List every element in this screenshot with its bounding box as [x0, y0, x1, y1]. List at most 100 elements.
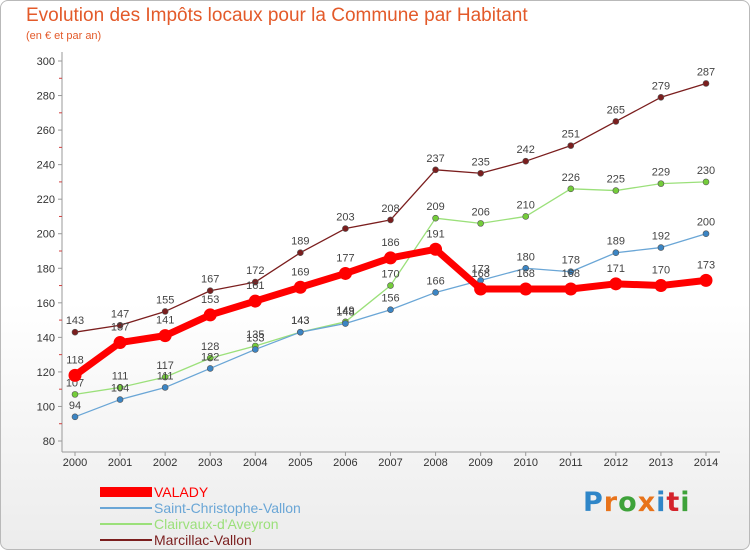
x-tick-label: 2003	[198, 457, 222, 469]
data-label-clairvaux-d-aveyron: 209	[426, 201, 444, 213]
data-label-valady: 137	[111, 322, 129, 334]
data-label-saint-christophe-vallon: 166	[426, 275, 444, 287]
point-saint-christophe-vallon	[206, 365, 214, 372]
point-valady	[609, 277, 623, 291]
point-valady	[474, 282, 488, 296]
data-label-clairvaux-d-aveyron: 230	[697, 165, 715, 177]
data-label-marcillac-vallon: 287	[697, 66, 715, 78]
proxiti-logo: Proxiti	[583, 487, 691, 518]
x-tick-label: 2010	[513, 457, 537, 469]
y-tick-label: 100	[37, 401, 55, 413]
point-clairvaux-d-aveyron	[522, 213, 530, 220]
point-clairvaux-d-aveyron	[206, 354, 214, 362]
data-label-saint-christophe-vallon: 143	[291, 315, 309, 327]
x-tick-label: 2005	[288, 457, 312, 469]
x-tick-label: 2013	[649, 457, 673, 469]
point-marcillac-vallon	[206, 287, 214, 295]
point-saint-christophe-vallon	[71, 413, 79, 421]
y-tick-label: 120	[37, 367, 55, 379]
data-label-marcillac-vallon: 155	[156, 294, 174, 306]
x-tick-label: 2014	[694, 457, 718, 469]
data-label-saint-christophe-vallon: 104	[111, 383, 129, 395]
point-valady	[384, 251, 397, 265]
data-label-marcillac-vallon: 167	[201, 274, 219, 286]
y-tick-label: 240	[37, 160, 55, 172]
data-label-valady: 168	[517, 268, 535, 280]
point-clairvaux-d-aveyron	[387, 282, 394, 289]
point-clairvaux-d-aveyron	[161, 373, 169, 381]
logo-letter: x	[637, 487, 657, 518]
data-label-valady: 168	[562, 268, 580, 280]
point-clairvaux-d-aveyron	[116, 384, 124, 391]
point-marcillac-vallon	[161, 308, 169, 315]
data-label-clairvaux-d-aveyron: 149	[336, 305, 354, 317]
x-tick-label: 2012	[604, 457, 628, 469]
data-label-clairvaux-d-aveyron: 128	[201, 341, 219, 353]
point-saint-christophe-vallon	[342, 320, 349, 327]
point-marcillac-vallon	[387, 216, 394, 224]
data-label-marcillac-vallon: 279	[652, 80, 670, 92]
data-label-saint-christophe-vallon: 122	[201, 351, 219, 363]
legend-swatch	[100, 539, 152, 541]
data-label-saint-christophe-vallon: 180	[517, 251, 535, 263]
point-saint-christophe-vallon	[297, 328, 304, 336]
legend-swatch	[100, 507, 152, 509]
point-clairvaux-d-aveyron	[702, 178, 710, 186]
logo-letter: t	[666, 487, 681, 518]
data-label-saint-christophe-vallon: 189	[607, 236, 625, 248]
logo-letter: i	[656, 487, 667, 518]
data-label-valady: 168	[471, 268, 489, 280]
legend-label: Clairvaux-d'Aveyron	[154, 516, 279, 532]
data-label-saint-christophe-vallon: 156	[381, 293, 399, 305]
data-label-valady: 170	[652, 265, 670, 277]
logo-letter: r	[603, 487, 619, 518]
y-tick-label: 180	[37, 263, 55, 275]
point-valady	[519, 282, 533, 296]
y-tick-label: 160	[37, 298, 55, 310]
x-tick-label: 2000	[63, 457, 87, 469]
point-marcillac-vallon	[71, 328, 79, 336]
data-label-marcillac-vallon: 143	[66, 315, 84, 327]
point-marcillac-vallon	[657, 93, 665, 101]
point-saint-christophe-vallon	[251, 346, 259, 353]
y-tick-label: 80	[43, 436, 55, 448]
data-label-valady: 161	[246, 280, 264, 292]
data-label-marcillac-vallon: 251	[562, 129, 580, 141]
data-label-saint-christophe-vallon: 133	[246, 332, 264, 344]
data-label-saint-christophe-vallon: 111	[157, 370, 174, 382]
point-saint-christophe-vallon	[522, 264, 530, 272]
point-clairvaux-d-aveyron	[432, 214, 439, 222]
point-saint-christophe-vallon	[387, 306, 394, 314]
y-tick-label: 200	[37, 229, 55, 241]
data-label-valady: 118	[66, 354, 84, 366]
data-label-clairvaux-d-aveyron: 225	[607, 174, 625, 186]
y-tick-label: 140	[37, 332, 55, 344]
point-saint-christophe-vallon	[657, 244, 665, 251]
point-marcillac-vallon	[297, 249, 304, 257]
point-clairvaux-d-aveyron	[612, 187, 620, 194]
data-label-marcillac-vallon: 235	[471, 156, 489, 168]
point-marcillac-vallon	[522, 157, 530, 165]
data-label-valady: 153	[201, 294, 219, 306]
data-label-valady: 171	[607, 263, 625, 275]
data-label-saint-christophe-vallon: 94	[69, 400, 81, 412]
data-label-clairvaux-d-aveyron: 107	[66, 377, 84, 389]
legend-label: Saint-Christophe-Vallon	[154, 500, 301, 516]
logo-letter: P	[583, 487, 604, 518]
point-marcillac-vallon	[342, 225, 349, 232]
data-label-valady: 173	[697, 259, 715, 271]
x-tick-label: 2004	[243, 457, 267, 469]
x-tick-label: 2002	[153, 457, 177, 469]
data-label-clairvaux-d-aveyron: 206	[471, 206, 489, 218]
point-saint-christophe-vallon	[612, 249, 620, 257]
point-clairvaux-d-aveyron	[477, 220, 484, 227]
legend-swatch	[100, 523, 152, 525]
data-label-marcillac-vallon: 203	[336, 212, 354, 224]
point-marcillac-vallon	[251, 278, 259, 286]
x-tick-label: 2009	[468, 457, 492, 469]
data-label-saint-christophe-vallon: 178	[562, 255, 580, 267]
x-tick-label: 2006	[333, 457, 357, 469]
point-saint-christophe-vallon	[161, 384, 169, 391]
